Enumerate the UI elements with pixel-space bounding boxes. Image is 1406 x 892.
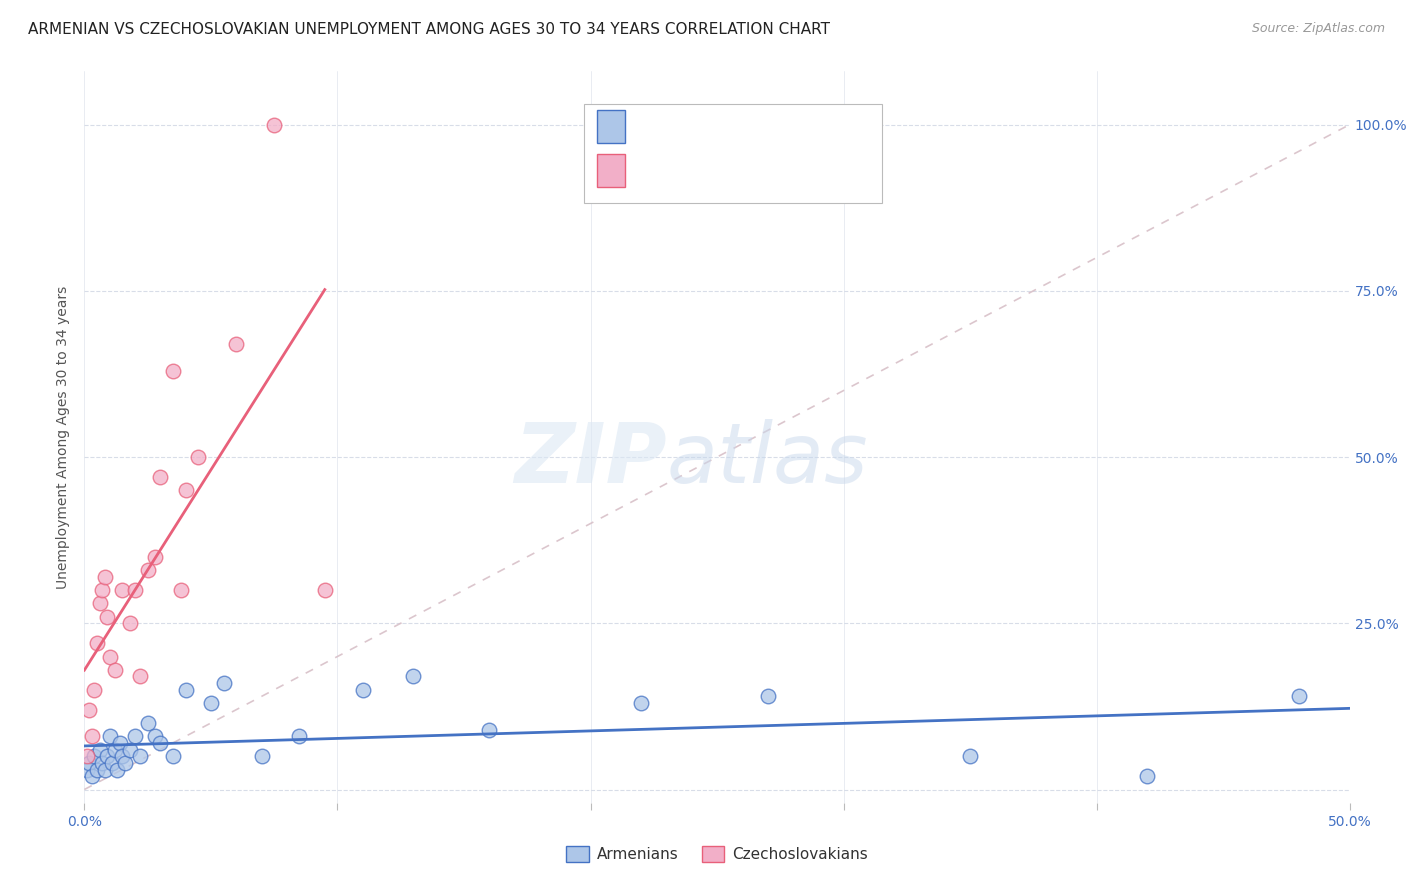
FancyBboxPatch shape <box>585 104 882 203</box>
Point <box>96 609 118 624</box>
Point <box>136 563 159 577</box>
Point <box>118 616 141 631</box>
Point <box>225 337 247 351</box>
Legend: Armenians, Czechoslovakians: Armenians, Czechoslovakians <box>560 840 875 868</box>
Point <box>86 763 108 777</box>
Point <box>478 723 501 737</box>
Point <box>162 749 184 764</box>
Point <box>118 742 141 756</box>
Point <box>250 749 273 764</box>
Point <box>96 749 118 764</box>
Point <box>149 470 172 484</box>
Text: Source: ZipAtlas.com: Source: ZipAtlas.com <box>1251 22 1385 36</box>
Point <box>212 676 235 690</box>
Point <box>91 582 114 597</box>
Point <box>756 690 779 704</box>
Point <box>98 649 121 664</box>
Point <box>143 729 166 743</box>
Point <box>1136 769 1159 783</box>
Point <box>104 663 127 677</box>
Bar <box>598 110 624 143</box>
Point <box>149 736 172 750</box>
Point <box>174 483 197 498</box>
Point <box>402 669 425 683</box>
Point <box>105 763 128 777</box>
Point <box>104 742 127 756</box>
Text: ZIP: ZIP <box>513 418 666 500</box>
Point <box>136 716 159 731</box>
Point <box>143 549 166 564</box>
Text: atlas: atlas <box>666 418 868 500</box>
Point <box>169 582 191 597</box>
Point <box>83 749 105 764</box>
Point <box>187 450 209 464</box>
Point <box>174 682 197 697</box>
Point <box>76 749 98 764</box>
Point <box>111 749 134 764</box>
Point <box>89 596 111 610</box>
Point <box>91 756 114 770</box>
Text: R = 0.094    N = 36: R = 0.094 N = 36 <box>636 116 811 134</box>
Text: ARMENIAN VS CZECHOSLOVAKIAN UNEMPLOYMENT AMONG AGES 30 TO 34 YEARS CORRELATION C: ARMENIAN VS CZECHOSLOVAKIAN UNEMPLOYMENT… <box>28 22 830 37</box>
Point <box>80 769 103 783</box>
Point <box>79 756 101 770</box>
Point <box>959 749 981 764</box>
Point <box>162 363 184 377</box>
Text: R = 0.424    N = 25: R = 0.424 N = 25 <box>636 160 811 178</box>
Point <box>80 729 103 743</box>
Point <box>124 582 146 597</box>
Point <box>79 703 101 717</box>
Point <box>76 763 98 777</box>
Point <box>111 582 134 597</box>
Point <box>93 763 115 777</box>
Point <box>83 682 105 697</box>
Bar <box>598 154 624 187</box>
Point <box>114 756 136 770</box>
Point <box>86 636 108 650</box>
Point <box>129 669 152 683</box>
Point <box>314 582 336 597</box>
Point <box>93 570 115 584</box>
Point <box>89 742 111 756</box>
Y-axis label: Unemployment Among Ages 30 to 34 years: Unemployment Among Ages 30 to 34 years <box>56 285 70 589</box>
Point <box>288 729 311 743</box>
Point <box>124 729 146 743</box>
Point <box>129 749 152 764</box>
Point <box>352 682 374 697</box>
Point <box>1288 690 1310 704</box>
Point <box>108 736 131 750</box>
Point <box>200 696 222 710</box>
Point <box>630 696 652 710</box>
Point <box>101 756 124 770</box>
Point <box>98 729 121 743</box>
Point <box>263 118 285 132</box>
